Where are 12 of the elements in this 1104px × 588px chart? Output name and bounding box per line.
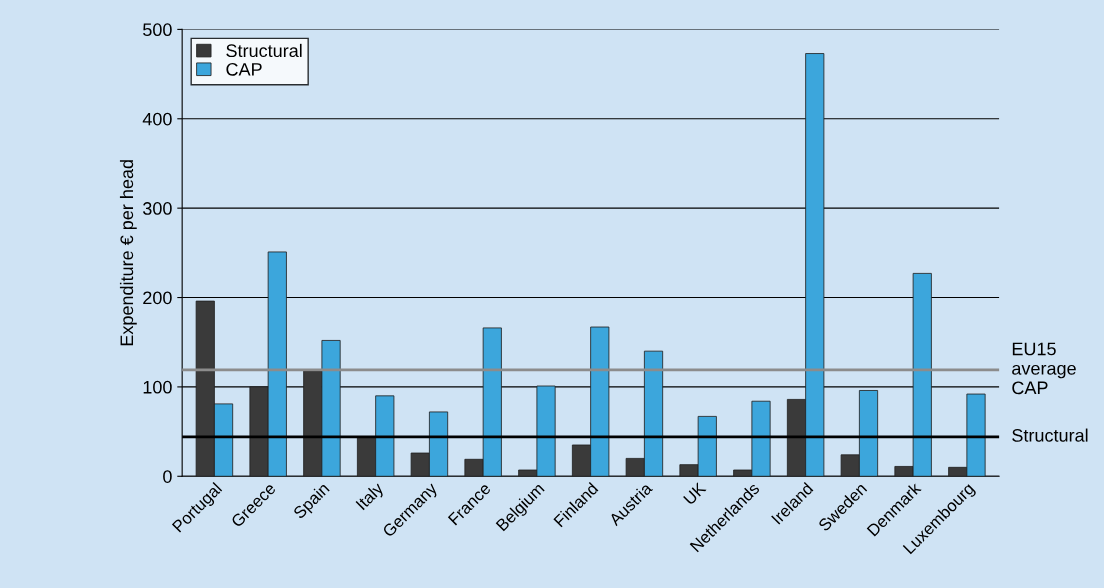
ref-line-label: EU15 average CAP bbox=[1012, 342, 1076, 395]
y-axis-title: Expenditure € per head bbox=[119, 160, 137, 346]
y-tick-label: 500 bbox=[143, 23, 172, 37]
ref-line-label: Structural bbox=[1012, 428, 1088, 442]
legend-label: Structural bbox=[226, 43, 302, 58]
legend-label: CAP bbox=[226, 62, 262, 76]
y-tick-label: 0 bbox=[163, 470, 172, 483]
x-tick-label: Italy bbox=[355, 481, 387, 513]
y-tick-label: 200 bbox=[143, 291, 172, 305]
y-tick-label: 100 bbox=[143, 380, 172, 394]
y-tick-label: 300 bbox=[143, 202, 172, 215]
y-tick-label: 400 bbox=[142, 112, 172, 126]
